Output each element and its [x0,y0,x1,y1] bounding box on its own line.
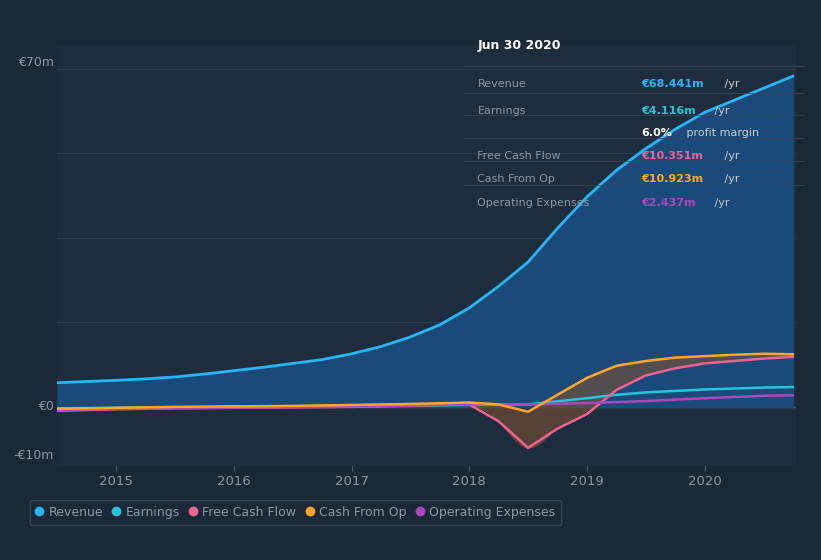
Text: Earnings: Earnings [478,105,526,115]
Text: /yr: /yr [711,198,730,208]
Text: 6.0%: 6.0% [641,128,672,138]
Text: /yr: /yr [721,151,739,161]
Legend: Revenue, Earnings, Free Cash Flow, Cash From Op, Operating Expenses: Revenue, Earnings, Free Cash Flow, Cash … [30,500,562,525]
Text: Jun 30 2020: Jun 30 2020 [478,39,561,53]
Text: Free Cash Flow: Free Cash Flow [478,151,561,161]
Text: profit margin: profit margin [682,128,759,138]
Text: -€10m: -€10m [13,449,54,461]
Text: €70m: €70m [18,56,54,69]
Text: €68.441m: €68.441m [641,78,704,88]
Text: €0: €0 [38,400,54,413]
Text: /yr: /yr [721,78,739,88]
Text: /yr: /yr [711,105,730,115]
Text: Cash From Op: Cash From Op [478,174,555,184]
Text: €10.351m: €10.351m [641,151,703,161]
Text: Revenue: Revenue [478,78,526,88]
Text: Operating Expenses: Operating Expenses [478,198,589,208]
Text: €10.923m: €10.923m [641,174,703,184]
Text: €4.116m: €4.116m [641,105,695,115]
Text: €2.437m: €2.437m [641,198,695,208]
Text: /yr: /yr [721,174,739,184]
